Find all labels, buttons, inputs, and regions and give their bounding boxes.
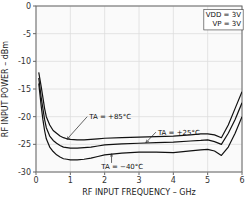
- tick-label: -20: [18, 113, 31, 122]
- grid-line: [36, 89, 242, 90]
- tick-label: 6: [239, 176, 244, 185]
- tick-label: -30: [18, 168, 31, 177]
- tick-label: -10: [18, 57, 31, 66]
- annotation-arrow: [111, 154, 112, 163]
- tick-label: 3: [136, 176, 141, 185]
- annotation-arrow: [146, 132, 156, 143]
- annotation-box: [204, 9, 243, 30]
- axis-label: RF INPUT POWER – dBm: [1, 41, 10, 137]
- tick-label: -15: [18, 85, 31, 94]
- curve: [39, 78, 242, 148]
- axis-label: RF INPUT FREQUENCY – GHz: [82, 188, 195, 197]
- tick-label: -5: [23, 30, 31, 39]
- grid-line: [36, 116, 242, 117]
- tick-label: 4: [171, 176, 176, 185]
- annotation: TA = −40°C: [100, 163, 143, 171]
- plot-area: [36, 6, 242, 172]
- grid-line: [36, 144, 242, 145]
- tick-label: -25: [18, 140, 31, 149]
- annotation-arrow: [67, 117, 87, 140]
- grid-line: [36, 33, 242, 34]
- tick-label: 5: [205, 176, 210, 185]
- curve: [39, 72, 242, 140]
- tick-label: 0: [33, 176, 38, 185]
- annotation: TA = +25°C: [157, 129, 200, 137]
- tick-label: 2: [102, 176, 107, 185]
- plot-frame: [36, 6, 242, 172]
- curve: [39, 83, 242, 159]
- grid-line: [36, 61, 242, 62]
- annotation: TA = +85°C: [88, 113, 131, 121]
- annotation: VDD = 3VVP = 3V: [206, 11, 241, 28]
- tick-label: 0: [26, 2, 31, 11]
- curves: [39, 72, 242, 159]
- tick-label: 1: [68, 176, 73, 185]
- chart: 0 1 2 3 4 5 6 0 -5 -10 -15 -20 -25 -30 TA = +85°C TA = …: [0, 0, 248, 200]
